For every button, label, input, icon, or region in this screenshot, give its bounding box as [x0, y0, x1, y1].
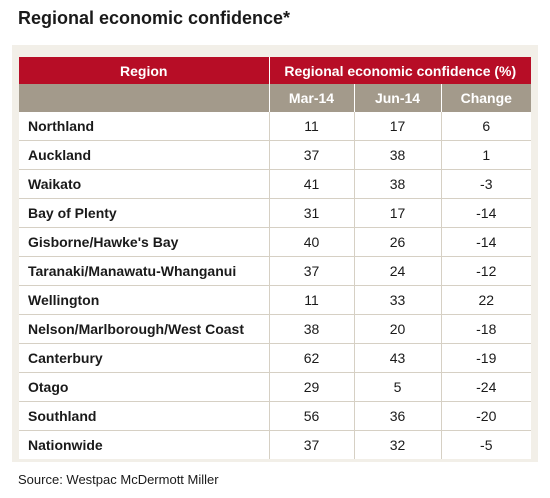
- column-header-jun: Jun-14: [354, 84, 442, 112]
- jun-value-cell: 32: [354, 430, 442, 459]
- jun-value-cell: 26: [354, 227, 442, 257]
- mar-value-cell: 11: [269, 112, 355, 141]
- table-row: Canterbury 62 43 -19: [19, 343, 532, 373]
- mar-value-cell: 37: [269, 140, 355, 170]
- change-value-cell: -14: [441, 227, 532, 257]
- source-note: Source: Westpac McDermott Miller: [18, 472, 219, 487]
- table-row: Northland 11 17 6: [19, 112, 532, 141]
- confidence-table: Region Regional economic confidence (%) …: [19, 57, 532, 459]
- table-row: Wellington 11 33 22: [19, 285, 532, 315]
- change-value-cell: -14: [441, 198, 532, 228]
- group-header: Regional economic confidence (%): [269, 57, 532, 84]
- column-header-change: Change: [441, 84, 532, 112]
- change-value-cell: -12: [441, 256, 532, 286]
- jun-value-cell: 38: [354, 140, 442, 170]
- table-row: Otago 29 5 -24: [19, 372, 532, 402]
- change-value-cell: -18: [441, 314, 532, 344]
- region-cell: Auckland: [19, 140, 270, 170]
- change-value-cell: 6: [441, 112, 532, 141]
- region-cell: Gisborne/Hawke's Bay: [19, 227, 270, 257]
- jun-value-cell: 17: [354, 112, 442, 141]
- change-value-cell: -5: [441, 430, 532, 459]
- jun-value-cell: 33: [354, 285, 442, 315]
- region-cell: Canterbury: [19, 343, 270, 373]
- region-cell: Southland: [19, 401, 270, 431]
- jun-value-cell: 5: [354, 372, 442, 402]
- mar-value-cell: 11: [269, 285, 355, 315]
- jun-value-cell: 43: [354, 343, 442, 373]
- page-title: Regional economic confidence*: [18, 8, 291, 28]
- table-row: Waikato 41 38 -3: [19, 169, 532, 199]
- change-value-cell: -20: [441, 401, 532, 431]
- change-value-cell: -19: [441, 343, 532, 373]
- table-row: Auckland 37 38 1: [19, 140, 532, 170]
- region-cell: Otago: [19, 372, 270, 402]
- mar-value-cell: 29: [269, 372, 355, 402]
- table-row: Nelson/Marlborough/West Coast 38 20 -18: [19, 314, 532, 344]
- region-header: Region: [19, 57, 270, 84]
- change-value-cell: -24: [441, 372, 532, 402]
- mar-value-cell: 37: [269, 430, 355, 459]
- column-header-mar: Mar-14: [269, 84, 355, 112]
- mar-value-cell: 40: [269, 227, 355, 257]
- mar-value-cell: 62: [269, 343, 355, 373]
- table-header-row: Region Regional economic confidence (%): [19, 57, 532, 84]
- table-row: Gisborne/Hawke's Bay 40 26 -14: [19, 227, 532, 257]
- mar-value-cell: 38: [269, 314, 355, 344]
- mar-value-cell: 41: [269, 169, 355, 199]
- region-cell: Nelson/Marlborough/West Coast: [19, 314, 270, 344]
- mar-value-cell: 56: [269, 401, 355, 431]
- mar-value-cell: 37: [269, 256, 355, 286]
- jun-value-cell: 17: [354, 198, 442, 228]
- jun-value-cell: 20: [354, 314, 442, 344]
- table-row: Taranaki/Manawatu-Whanganui 37 24 -12: [19, 256, 532, 286]
- region-cell: Bay of Plenty: [19, 198, 270, 228]
- region-cell: Taranaki/Manawatu-Whanganui: [19, 256, 270, 286]
- region-cell: Waikato: [19, 169, 270, 199]
- region-cell: Nationwide: [19, 430, 270, 459]
- change-value-cell: -3: [441, 169, 532, 199]
- table-row: Nationwide 37 32 -5: [19, 430, 532, 459]
- jun-value-cell: 38: [354, 169, 442, 199]
- change-value-cell: 1: [441, 140, 532, 170]
- region-cell: Northland: [19, 112, 270, 141]
- table-row: Southland 56 36 -20: [19, 401, 532, 431]
- table-panel: Region Regional economic confidence (%) …: [12, 45, 538, 462]
- blank-subheader: [19, 84, 270, 112]
- region-cell: Wellington: [19, 285, 270, 315]
- change-value-cell: 22: [441, 285, 532, 315]
- table-row: Bay of Plenty 31 17 -14: [19, 198, 532, 228]
- jun-value-cell: 24: [354, 256, 442, 286]
- table-subheader-row: Mar-14 Jun-14 Change: [19, 84, 532, 112]
- jun-value-cell: 36: [354, 401, 442, 431]
- mar-value-cell: 31: [269, 198, 355, 228]
